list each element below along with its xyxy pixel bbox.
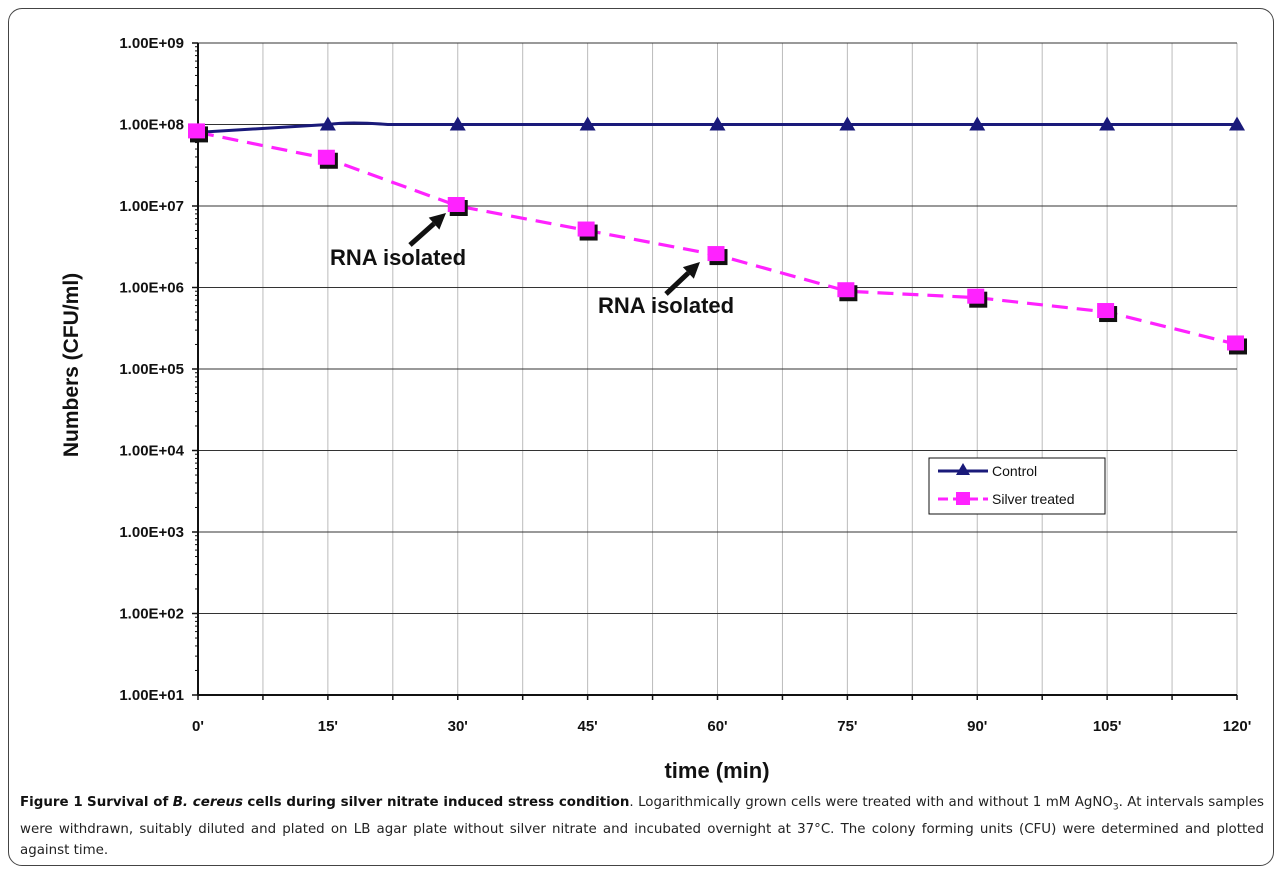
series-layer xyxy=(188,116,1247,355)
y-tick-label: 1.00E+09 xyxy=(119,35,184,52)
rna-isolated-arrow-head xyxy=(682,262,700,279)
legend-control-marker xyxy=(956,463,970,475)
x-tick-label: 45' xyxy=(577,718,597,735)
control-point xyxy=(969,116,986,131)
legend-silver-label: Silver treated xyxy=(992,491,1074,507)
survival-chart: 1.00E+01 1.00E+02 1.00E+03 1.00E+04 1.00E+05… xyxy=(60,35,1251,783)
x-tick-label: 120' xyxy=(1223,718,1252,735)
control-point xyxy=(579,116,596,131)
control-point xyxy=(839,116,856,131)
silver-treated-point xyxy=(1097,303,1115,319)
y-tick-label: 1.00E+02 xyxy=(119,606,184,623)
grid-lines xyxy=(198,42,1238,695)
silver-treated-point xyxy=(317,149,335,165)
control-point xyxy=(709,116,726,131)
caption-species: B. cereus xyxy=(172,795,244,810)
annotation-layer: RNA isolated RNA isolated xyxy=(330,213,734,318)
caption-title-2: cells during silver nitrate induced stre… xyxy=(247,795,630,810)
y-tick-label: 1.00E+07 xyxy=(119,198,184,215)
caption-subscript: 3 xyxy=(1112,802,1119,813)
legend: Control Silver treated xyxy=(928,457,1106,515)
x-tick-label: 60' xyxy=(707,718,727,735)
x-axis-label: time (min) xyxy=(664,758,769,783)
control-point xyxy=(1099,116,1116,131)
x-tick-label: 105' xyxy=(1093,718,1122,735)
legend-control-label: Control xyxy=(992,463,1037,479)
figure-frame xyxy=(8,8,1274,866)
silver-treated-point xyxy=(707,246,725,262)
figure-label: Figure 1 xyxy=(20,795,83,810)
y-tick-label: 1.00E+05 xyxy=(119,361,184,378)
x-tick-label: 15' xyxy=(318,718,338,735)
silver-treated-point xyxy=(188,123,205,139)
rna-isolated-label: RNA isolated xyxy=(598,293,734,318)
control-point xyxy=(319,116,336,131)
axes: 1.00E+01 1.00E+02 1.00E+03 1.00E+04 1.00E+05… xyxy=(119,35,1251,735)
rna-isolated-arrow-shaft xyxy=(408,221,436,247)
silver-treated-point xyxy=(967,288,985,304)
control-point xyxy=(1229,116,1245,131)
caption-text-1: . Logarithmically grown cells were treat… xyxy=(629,795,1113,810)
y-tick-label: 1.00E+06 xyxy=(119,280,184,297)
caption-title-1: Survival of xyxy=(87,795,169,810)
rna-isolated-arrow-head xyxy=(428,213,446,230)
rna-isolated-arrow-shaft xyxy=(664,271,691,296)
y-axis-label: Numbers (CFU/ml) xyxy=(60,273,83,457)
x-tick-label: 30' xyxy=(448,718,468,735)
rna-isolated-label: RNA isolated xyxy=(330,245,466,270)
control-point xyxy=(449,116,466,131)
silver-treated-point xyxy=(447,197,465,212)
silver-treated-point xyxy=(837,282,855,298)
y-tick-label: 1.00E+08 xyxy=(119,117,184,134)
figure-caption: Figure 1 Survival of B. cereus cells dur… xyxy=(20,792,1264,861)
y-tick-label: 1.00E+03 xyxy=(119,524,184,541)
silver-treated-point xyxy=(577,221,595,237)
x-tick-label: 75' xyxy=(837,718,857,735)
y-tick-label: 1.00E+01 xyxy=(119,687,184,704)
caption-text-2: . At intervals samples were withdrawn, s… xyxy=(20,795,1264,858)
y-tick-label: 1.00E+04 xyxy=(119,443,184,460)
x-tick-label: 90' xyxy=(967,718,987,735)
legend-silver-marker xyxy=(956,492,970,505)
x-tick-label: 0' xyxy=(192,718,204,735)
silver-treated-point xyxy=(1227,335,1244,351)
